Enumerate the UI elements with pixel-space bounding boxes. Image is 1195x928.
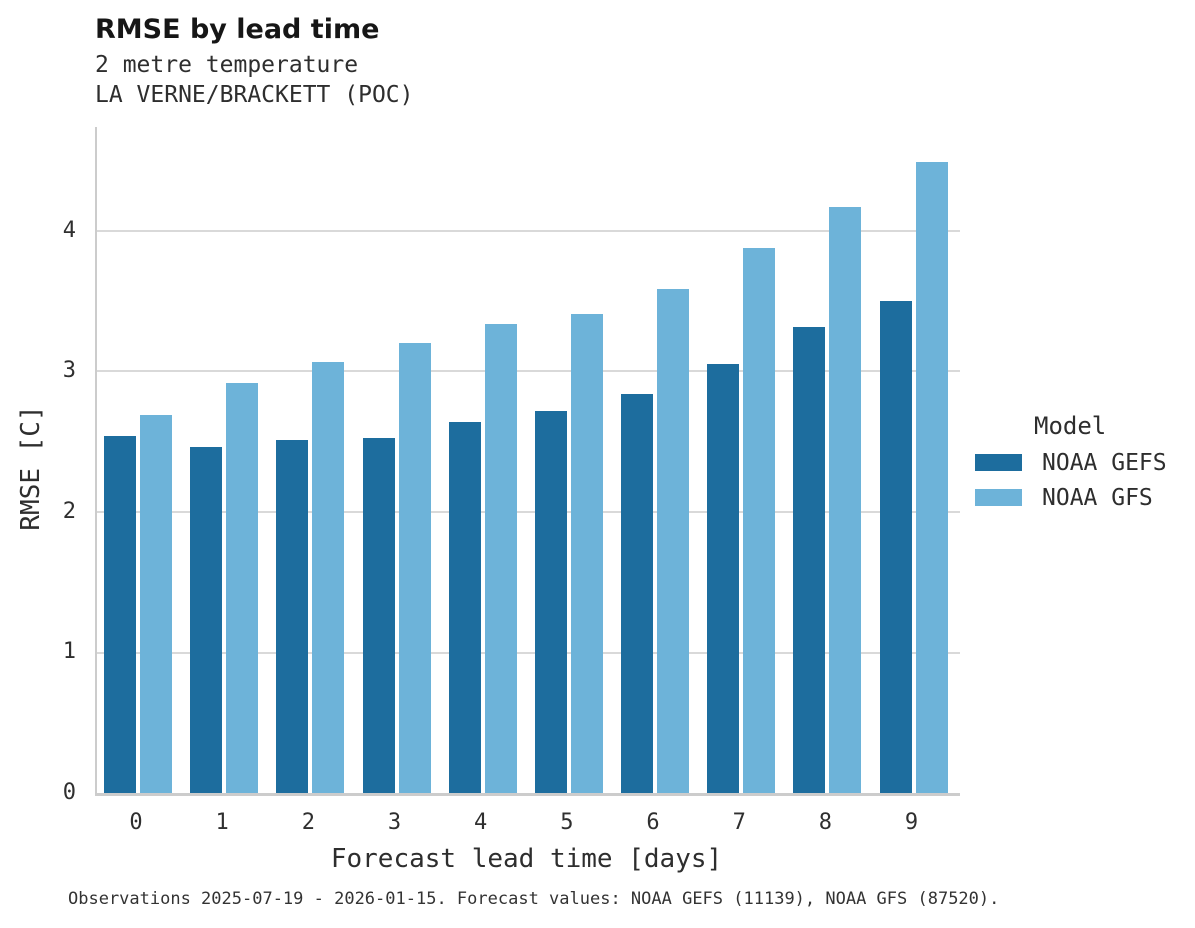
y-tick-label-2: 2: [62, 498, 76, 524]
chart-title: RMSE by lead time: [95, 14, 380, 45]
bar-noaa-gefs-day-2: [276, 440, 309, 793]
y-tick-label-4: 4: [62, 217, 76, 243]
legend-title: Model: [1034, 412, 1107, 440]
x-tick-label-2: 2: [301, 810, 315, 835]
plot-area: [95, 127, 960, 796]
x-axis-title: Forecast lead time [days]: [330, 844, 723, 874]
bar-noaa-gefs-day-4: [448, 422, 481, 793]
bar-noaa-gefs-day-6: [621, 393, 654, 793]
x-tick-label-0: 0: [129, 810, 143, 835]
bar-noaa-gefs-day-5: [534, 410, 567, 793]
bar-noaa-gfs-day-2: [312, 361, 345, 793]
gridline-y-1: [97, 651, 960, 654]
x-tick-label-7: 7: [732, 810, 746, 835]
gridline-y-2: [97, 511, 960, 513]
bar-noaa-gefs-day-7: [707, 364, 740, 793]
x-tick-label-4: 4: [474, 810, 488, 835]
bar-noaa-gfs-day-9: [915, 162, 948, 793]
bar-noaa-gefs-day-9: [879, 301, 912, 793]
legend-swatch-noaa-gfs: [975, 489, 1022, 506]
x-tick-label-5: 5: [560, 810, 574, 835]
legend-swatch-noaa-gefs: [975, 454, 1022, 471]
x-tick-label-3: 3: [387, 810, 402, 835]
chart-subtitle-variable: 2 metre temperature: [95, 52, 359, 78]
bar-noaa-gfs-day-3: [398, 343, 431, 793]
x-tick-label-8: 8: [818, 810, 832, 835]
bar-noaa-gfs-day-1: [226, 382, 259, 793]
bar-noaa-gfs-day-7: [743, 247, 776, 793]
y-tick-label-0: 0: [62, 780, 76, 805]
y-tick-label-3: 3: [62, 358, 76, 384]
bar-noaa-gfs-day-4: [484, 323, 517, 793]
x-tick-label-1: 1: [215, 810, 229, 835]
bar-noaa-gfs-day-8: [829, 207, 862, 793]
bar-noaa-gefs-day-3: [362, 437, 395, 793]
bar-noaa-gfs-day-6: [657, 288, 690, 793]
legend-label-noaa-gefs: NOAA GEFS: [1042, 450, 1167, 476]
gridline-y-3: [97, 370, 960, 373]
legend-label-noaa-gfs: NOAA GFS: [1042, 485, 1153, 511]
bar-noaa-gefs-day-0: [104, 436, 136, 793]
bar-noaa-gfs-day-0: [140, 415, 172, 793]
bar-noaa-gefs-day-8: [793, 326, 826, 793]
bar-noaa-gefs-day-1: [190, 447, 223, 793]
footer-note: Observations 2025-07-19 - 2026-01-15. Fo…: [68, 889, 1000, 909]
gridline-y-4: [97, 229, 960, 232]
x-tick-label-6: 6: [646, 810, 660, 835]
y-tick-label-1: 1: [62, 639, 76, 665]
bar-noaa-gfs-day-5: [570, 313, 603, 793]
chart-subtitle-station: LA VERNE/BRACKETT (POC): [95, 82, 414, 108]
x-tick-label-9: 9: [904, 810, 919, 835]
